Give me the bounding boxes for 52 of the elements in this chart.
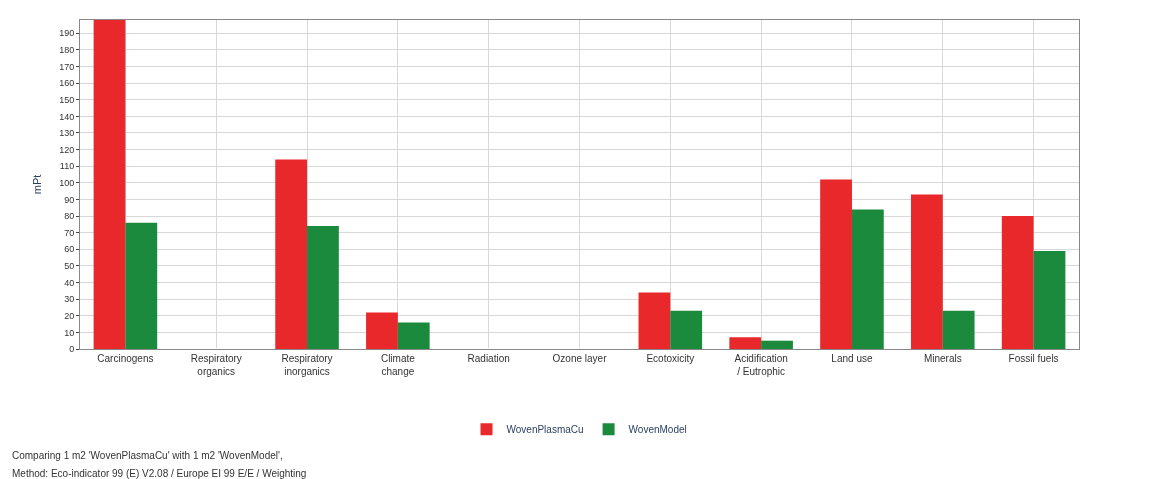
y-tick-label: 140 (59, 111, 75, 122)
y-tick-label: 190 (59, 28, 75, 39)
x-tick-label: Ozone layer (552, 353, 608, 364)
x-tick-label: Minerals (923, 353, 962, 364)
bar (851, 209, 884, 349)
bar (93, 20, 126, 349)
y-tick-label: 60 (64, 244, 75, 255)
text: Comparing 1 m2 'WovenPlasmaCu' with 1 m2 'WovenModel', (12, 450, 283, 461)
y-tick-label: 50 (64, 261, 75, 272)
bar (366, 312, 398, 349)
bar (761, 340, 793, 349)
y-tick-label: 0 (69, 344, 75, 355)
bar (1001, 216, 1034, 349)
y-tick-label: 180 (59, 45, 75, 56)
x-tick-label: Acidification / Eutrophic (734, 353, 788, 377)
y-tick-label: 120 (59, 144, 75, 155)
x-tick-label: Land use (831, 353, 873, 364)
bar (820, 179, 852, 349)
y-tick-label: 80 (64, 211, 75, 222)
x-tick-label: Respiratory organics (190, 353, 242, 377)
bar (910, 194, 943, 349)
bar (397, 322, 430, 349)
x-tick-label: Ecotoxicity (646, 353, 695, 364)
y-tick-label: 150 (59, 94, 75, 105)
bar (307, 226, 339, 349)
y-tick-label: 20 (64, 310, 75, 321)
y-tick-label: 110 (59, 161, 75, 172)
bar (125, 222, 158, 349)
y-tick-label: 130 (59, 128, 75, 139)
y-tick-label: 70 (64, 227, 75, 238)
x-tick-label: Radiation (467, 353, 510, 364)
bar (275, 159, 308, 349)
bar (942, 310, 975, 349)
y-tick-label: 10 (64, 327, 75, 338)
y-tick-label: 90 (64, 194, 75, 205)
x-tick-label: Respiratory inorganics (281, 353, 333, 377)
y-tick-label: 170 (59, 61, 75, 72)
x-tick-label: Climate change (380, 353, 416, 377)
bar (1033, 250, 1066, 349)
y-axis-title: mPt (30, 174, 43, 195)
text: Method: Eco-indicator 99 (E) V2.08 / Europe EI 99 E/E / Weighting (12, 468, 307, 479)
bar (729, 337, 762, 349)
legend-label: WovenPlasmaCu (506, 424, 584, 436)
y-tick-label: 100 (59, 177, 75, 188)
x-tick-label: Fossil fuels (1008, 353, 1059, 364)
legend-label: WovenModel (628, 424, 687, 436)
y-tick-label: 160 (59, 78, 75, 89)
bar (670, 310, 703, 349)
y-tick-label: 30 (64, 294, 75, 305)
x-tick-label: Carcinogens (97, 353, 154, 364)
bar (638, 292, 671, 349)
y-tick-label: 40 (64, 277, 75, 288)
